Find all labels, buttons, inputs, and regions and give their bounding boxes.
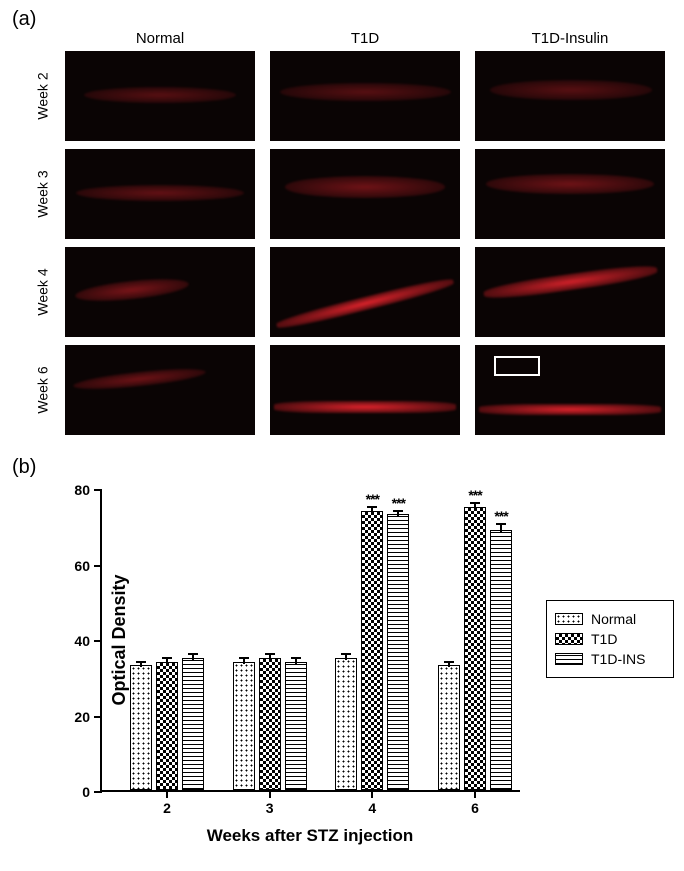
significance-marker: *** bbox=[494, 508, 507, 524]
inset-box bbox=[494, 356, 540, 376]
panel-a-grid: Normal T1D T1D-Insulin Week 2 Week 3 Wee… bbox=[65, 30, 675, 443]
plot-area: 020406080234******6****** bbox=[100, 490, 520, 792]
bar-t1d-w2 bbox=[156, 662, 178, 790]
micrograph-t1d-w4 bbox=[270, 247, 460, 337]
grid-row-week4: Week 4 bbox=[65, 247, 675, 337]
significance-marker: *** bbox=[468, 487, 481, 503]
x-axis-label: Weeks after STZ injection bbox=[100, 826, 520, 846]
ytick-label: 60 bbox=[74, 558, 90, 574]
micrograph-normal-w4 bbox=[65, 247, 255, 337]
micrograph-t1d-w2 bbox=[270, 51, 460, 141]
row-label-week3: Week 3 bbox=[35, 170, 51, 217]
legend-swatch-normal bbox=[555, 613, 583, 625]
legend-swatch-t1dins bbox=[555, 653, 583, 665]
ytick-label: 20 bbox=[74, 709, 90, 725]
significance-marker: *** bbox=[392, 495, 405, 511]
row-label-week4: Week 4 bbox=[35, 268, 51, 315]
legend-swatch-t1d bbox=[555, 633, 583, 645]
bar-t1d-w3 bbox=[259, 658, 281, 790]
micrograph-t1dins-w4 bbox=[475, 247, 665, 337]
micrograph-normal-w3 bbox=[65, 149, 255, 239]
micrograph-t1d-w6 bbox=[270, 345, 460, 435]
legend-row-normal: Normal bbox=[555, 611, 665, 627]
row-label-week2: Week 2 bbox=[35, 72, 51, 119]
micrograph-t1dins-w2 bbox=[475, 51, 665, 141]
micrograph-t1d-w3 bbox=[270, 149, 460, 239]
xtick-label: 4 bbox=[368, 800, 376, 816]
bar-t1d-ins-w3 bbox=[285, 662, 307, 790]
bar-normal-w2 bbox=[130, 665, 152, 790]
bar-t1d-ins-w6 bbox=[490, 530, 512, 790]
grid-row-week3: Week 3 bbox=[65, 149, 675, 239]
panel-a-label: (a) bbox=[12, 8, 36, 31]
micrograph-t1dins-w6 bbox=[475, 345, 665, 435]
bar-normal-w4 bbox=[335, 658, 357, 790]
micrograph-normal-w6 bbox=[65, 345, 255, 435]
panel-b-chart: Optical Density 020406080234******6*****… bbox=[26, 480, 666, 860]
legend-row-t1dins: T1D-INS bbox=[555, 651, 665, 667]
panel-b-label: (b) bbox=[12, 456, 36, 479]
legend-label-t1d: T1D bbox=[591, 631, 617, 647]
bar-normal-w3 bbox=[233, 662, 255, 790]
col-header-t1d-insulin: T1D-Insulin bbox=[475, 30, 665, 47]
ytick-label: 0 bbox=[82, 784, 90, 800]
row-label-week6: Week 6 bbox=[35, 366, 51, 413]
col-header-normal: Normal bbox=[65, 30, 255, 47]
micrograph-normal-w2 bbox=[65, 51, 255, 141]
bar-t1d-ins-w4 bbox=[387, 514, 409, 790]
panel-a-col-headers: Normal T1D T1D-Insulin bbox=[65, 30, 675, 47]
grid-row-week6: Week 6 bbox=[65, 345, 675, 435]
ytick-label: 80 bbox=[74, 482, 90, 498]
legend-label-t1dins: T1D-INS bbox=[591, 651, 645, 667]
legend-row-t1d: T1D bbox=[555, 631, 665, 647]
bar-normal-w6 bbox=[438, 665, 460, 790]
grid-row-week2: Week 2 bbox=[65, 51, 675, 141]
bar-t1d-ins-w2 bbox=[182, 658, 204, 790]
col-header-t1d: T1D bbox=[270, 30, 460, 47]
micrograph-t1dins-w3 bbox=[475, 149, 665, 239]
xtick-label: 2 bbox=[163, 800, 171, 816]
legend: Normal T1D T1D-INS bbox=[546, 600, 674, 678]
legend-label-normal: Normal bbox=[591, 611, 636, 627]
xtick-label: 3 bbox=[266, 800, 274, 816]
bar-t1d-w4 bbox=[361, 511, 383, 790]
xtick-label: 6 bbox=[471, 800, 479, 816]
bar-t1d-w6 bbox=[464, 507, 486, 790]
ytick-label: 40 bbox=[74, 633, 90, 649]
significance-marker: *** bbox=[366, 491, 379, 507]
